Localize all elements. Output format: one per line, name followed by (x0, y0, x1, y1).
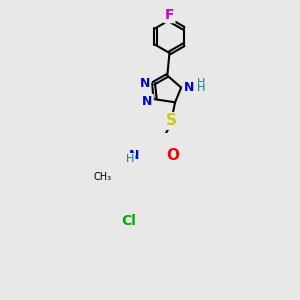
Text: O: O (166, 148, 179, 163)
Text: N: N (184, 81, 194, 94)
Text: N: N (129, 149, 139, 162)
Text: H: H (126, 154, 134, 164)
Text: N: N (140, 77, 150, 90)
Text: CH₃: CH₃ (93, 172, 112, 182)
Text: H: H (197, 83, 205, 94)
Text: F: F (165, 8, 174, 22)
Text: H: H (197, 78, 205, 88)
Text: Cl: Cl (121, 214, 136, 228)
Text: S: S (166, 113, 177, 128)
Text: N: N (142, 95, 153, 108)
